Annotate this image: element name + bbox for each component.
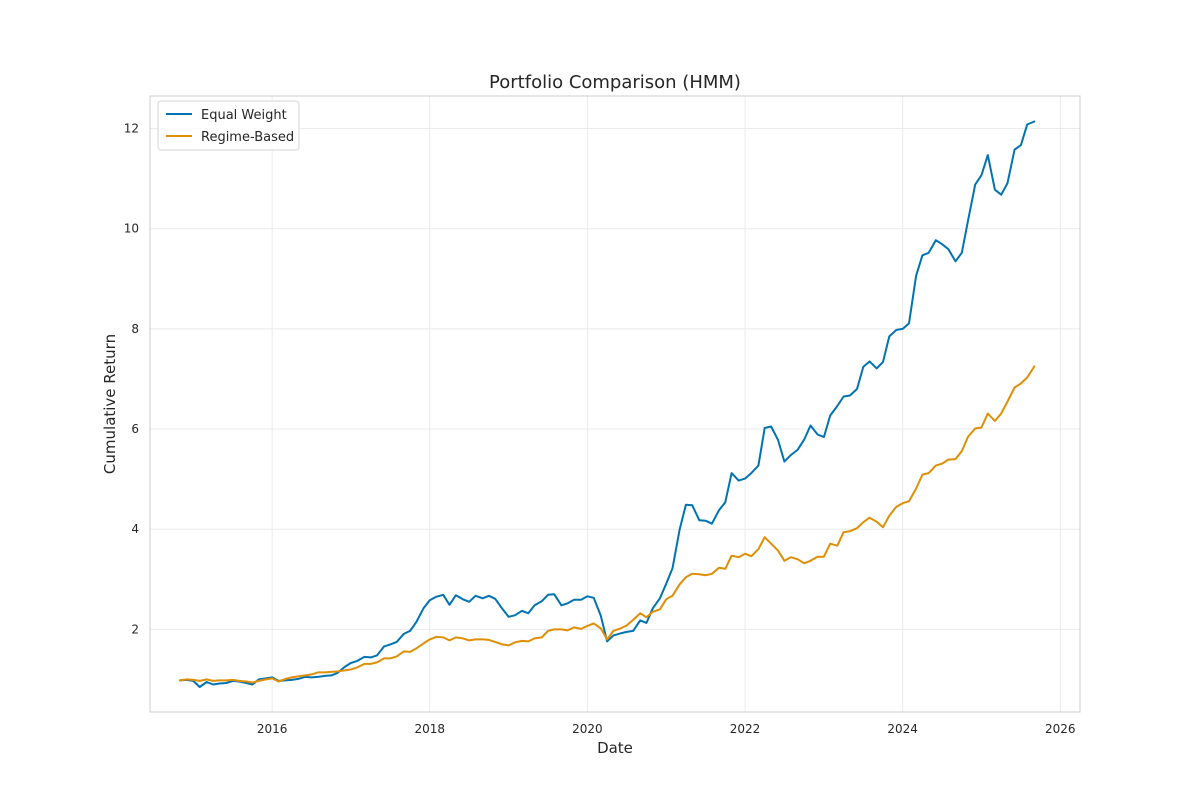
x-tick-label: 2022	[730, 722, 761, 736]
x-axis-label: Date	[597, 739, 633, 757]
x-tick-label: 2016	[257, 722, 288, 736]
x-tick-labels: 2016 2018 2020 2022 2024 2026	[257, 722, 1076, 736]
x-tick-label: 2020	[572, 722, 603, 736]
x-tick-label: 2024	[887, 722, 918, 736]
legend-box	[157, 100, 300, 151]
y-tick-label: 8	[131, 322, 139, 336]
series-line-equal-weight	[178, 120, 1036, 688]
chart-title: Portfolio Comparison (HMM)	[489, 72, 741, 93]
y-tick-label: 2	[131, 622, 139, 636]
y-tick-label: 4	[131, 522, 139, 536]
legend-label-regime-based: Regime-Based	[201, 130, 294, 145]
plot-frame	[149, 95, 1081, 713]
grid	[150, 96, 1080, 712]
x-tick-label: 2018	[415, 722, 446, 736]
x-tick-label: 2026	[1045, 722, 1076, 736]
legend-label-equal-weight: Equal Weight	[201, 108, 287, 123]
y-tick-labels: 2 4 6 8 10 12	[124, 122, 139, 637]
y-axis-label: Cumulative Return	[101, 334, 119, 474]
legend: Equal Weight Regime-Based	[157, 100, 300, 151]
y-tick-label: 12	[124, 122, 139, 136]
series-line-regime-based	[178, 365, 1036, 684]
series-lines	[178, 120, 1036, 688]
y-tick-label: 10	[124, 222, 139, 236]
y-tick-label: 6	[131, 422, 139, 436]
